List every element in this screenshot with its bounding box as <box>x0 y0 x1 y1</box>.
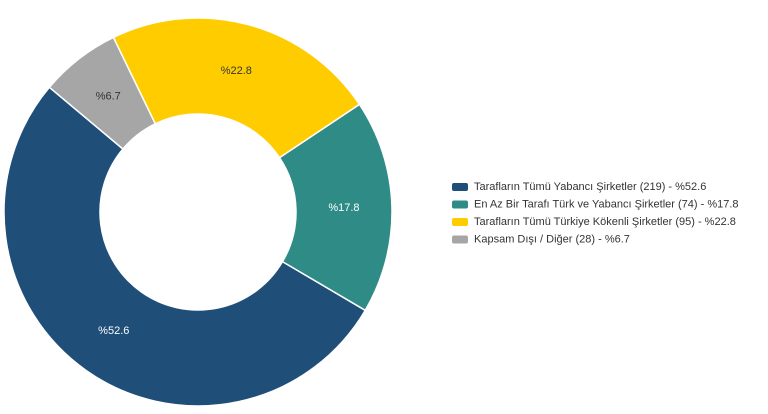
donut-slice <box>48 36 157 151</box>
donut-slice <box>112 17 361 159</box>
data-label: %17.8 <box>328 202 359 214</box>
donut-slice <box>278 103 393 312</box>
legend-swatch <box>452 218 468 226</box>
legend-label: Tarafların Tümü Yabancı Şirketler (219) … <box>474 181 706 193</box>
legend-swatch <box>452 200 468 209</box>
data-label: %52.6 <box>98 325 129 337</box>
legend-swatch <box>452 235 468 244</box>
legend-swatch <box>452 183 468 191</box>
legend-label: Tarafların Tümü Türkiye Kökenli Şirketle… <box>474 216 736 228</box>
legend-label: En Az Bir Tarafı Türk ve Yabancı Şirketl… <box>474 198 739 210</box>
legend-label: Kapsam Dışı / Diğer (28) - %6.7 <box>474 233 630 245</box>
data-label: %22.8 <box>221 65 252 77</box>
donut-slice <box>3 86 367 407</box>
data-label: %6.7 <box>96 91 121 103</box>
